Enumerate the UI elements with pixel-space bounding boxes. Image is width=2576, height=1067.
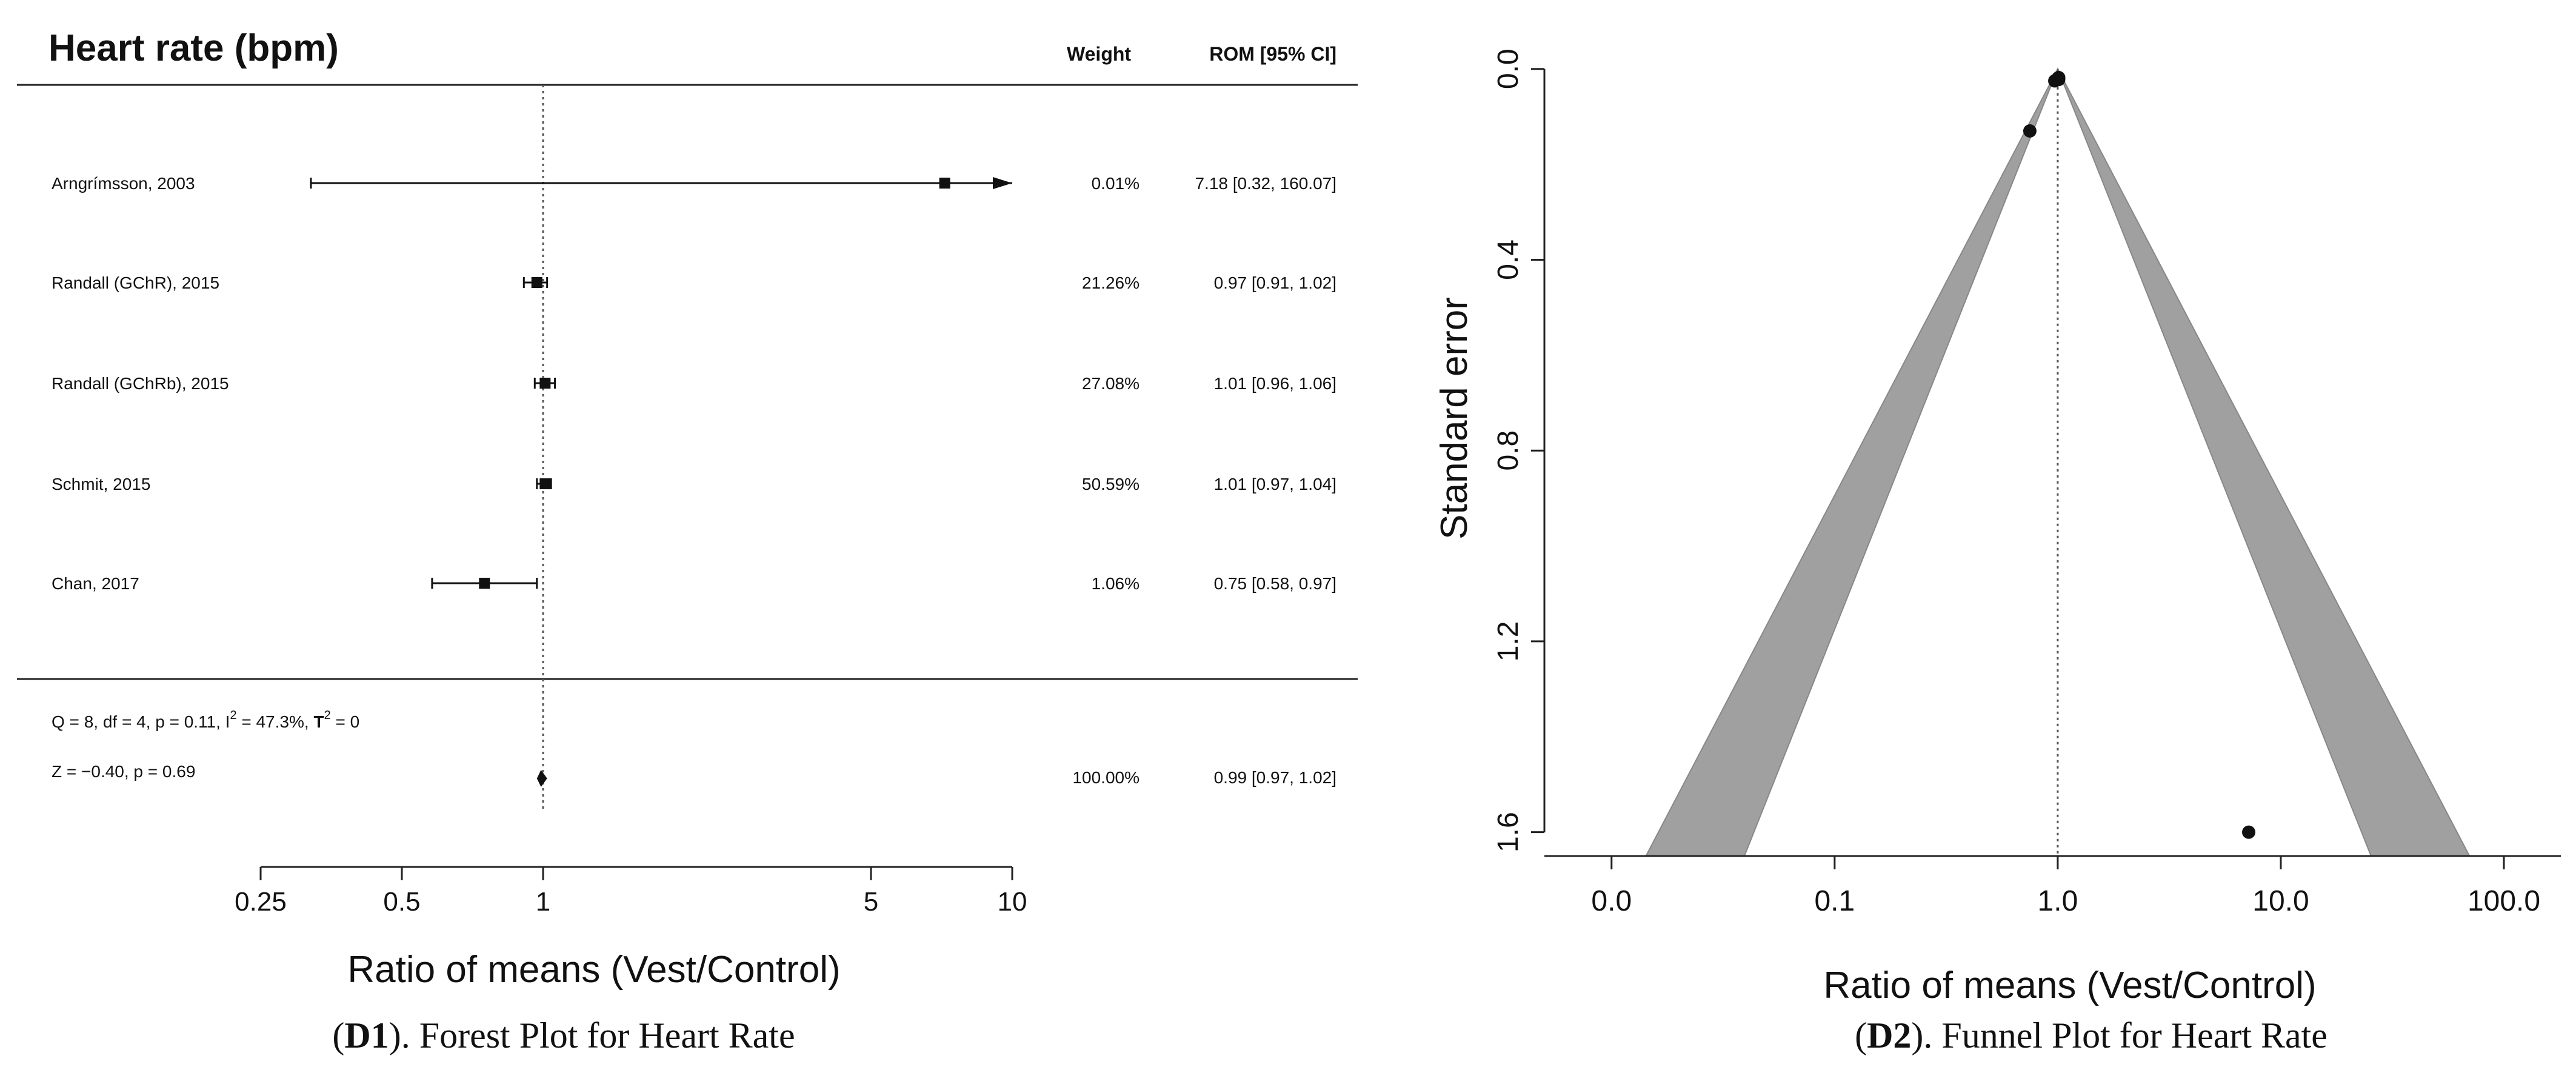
study-weight: 27.08% xyxy=(1082,374,1140,393)
study-rom: 7.18 [0.32, 160.07] xyxy=(1195,174,1336,193)
overall-rom: 0.99 [0.97, 1.02] xyxy=(1214,768,1336,787)
weight-column-header: Weight xyxy=(1067,43,1131,65)
forest-tick-label: 1 xyxy=(536,887,550,917)
funnel-points xyxy=(2023,70,2256,839)
forest-caption: (D1). Forest Plot for Heart Rate xyxy=(332,1015,795,1055)
forest-x-axis: 0.25 0.5 1 5 10 xyxy=(235,866,1027,917)
funnel-y-tick-label: 1.2 xyxy=(1492,621,1524,662)
rom-column-header: ROM [95% CI] xyxy=(1209,43,1336,65)
study-rom: 1.01 [0.96, 1.06] xyxy=(1214,374,1336,393)
study-label: Randall (GChRb), 2015 xyxy=(52,374,229,393)
overall-effect-diamond xyxy=(536,770,547,787)
study-row: Randall (GChRb), 2015 27.08% 1.01 [0.96, 1… xyxy=(52,374,1336,393)
study-row: Chan, 2017 1.06% 0.75 [0.58, 0.97] xyxy=(52,574,1336,593)
funnel-x-axis-label: Ratio of means (Vest/Control) xyxy=(1823,965,2316,1006)
study-point-estimate xyxy=(479,578,490,589)
overall-weight: 100.00% xyxy=(1072,768,1140,787)
study-label: Schmit, 2015 xyxy=(52,475,150,493)
forest-plot: Heart rate (bpm) Weight ROM [95% CI] Arn… xyxy=(17,27,1358,1055)
forest-tick-label: 10 xyxy=(998,887,1027,917)
study-weight: 1.06% xyxy=(1092,574,1140,593)
study-point-estimate xyxy=(539,378,551,389)
forest-tick-label: 5 xyxy=(864,887,878,917)
study-label: Chan, 2017 xyxy=(52,574,139,593)
study-rom: 0.75 [0.58, 0.97] xyxy=(1214,574,1336,593)
study-weight: 50.59% xyxy=(1082,475,1140,493)
ci-arrow xyxy=(993,177,1012,189)
study-label: Arngrímsson, 2003 xyxy=(52,174,195,193)
funnel-x-tick-label: 0.1 xyxy=(1814,885,1855,917)
forest-tick-label: 0.25 xyxy=(235,887,287,917)
funnel-y-tick-label: 1.6 xyxy=(1492,812,1524,852)
study-row: Randall (GChR), 2015 21.26% 0.97 [0.91, 1.… xyxy=(52,273,1336,292)
forest-rows: Arngrímsson, 2003 0.01% 7.18 [0.32, 160.07… xyxy=(52,174,1336,593)
funnel-y-tick-label: 0.4 xyxy=(1492,239,1524,280)
funnel-axes: 0.0 0.1 1.0 10.0 100.0 0.0 0.4 0.8 1.2 1.6 xyxy=(1492,48,2561,917)
funnel-point xyxy=(2052,70,2066,84)
funnel-y-tick-label: 0.8 xyxy=(1492,430,1524,471)
funnel-x-tick-label: 0.0 xyxy=(1591,885,1632,917)
study-point-estimate xyxy=(939,178,950,189)
study-label: Randall (GChR), 2015 xyxy=(52,273,219,292)
funnel-y-axis-label: Standard error xyxy=(1433,297,1475,540)
funnel-point xyxy=(2242,825,2256,839)
funnel-caption: (D2). Funnel Plot for Heart Rate xyxy=(1855,1015,2327,1055)
study-weight: 21.26% xyxy=(1082,273,1140,292)
overall-effect-test: Z = −0.40, p = 0.69 xyxy=(52,762,195,781)
study-row: Schmit, 2015 50.59% 1.01 [0.97, 1.04] xyxy=(52,475,1336,493)
funnel-x-tick-label: 100.0 xyxy=(2468,885,2540,917)
heterogeneity-statistics: Q = 8, df = 4, p = 0.11, I2 = 47.3%, T2 … xyxy=(52,709,359,731)
funnel-x-tick-label: 10.0 xyxy=(2252,885,2309,917)
study-point-estimate xyxy=(539,478,551,489)
study-row: Arngrímsson, 2003 0.01% 7.18 [0.32, 160.07… xyxy=(52,174,1336,193)
funnel-point xyxy=(2023,124,2037,138)
forest-x-axis-label: Ratio of means (Vest/Control) xyxy=(347,949,840,991)
study-weight: 0.01% xyxy=(1092,174,1140,193)
funnel-x-tick-label: 1.0 xyxy=(2038,885,2078,917)
study-rom: 0.97 [0.91, 1.02] xyxy=(1214,273,1336,292)
study-rom: 1.01 [0.97, 1.04] xyxy=(1214,475,1336,493)
funnel-y-tick-label: 0.0 xyxy=(1492,48,1524,89)
forest-tick-label: 0.5 xyxy=(383,887,420,917)
study-point-estimate xyxy=(531,277,542,288)
funnel-plot: 0.0 0.1 1.0 10.0 100.0 0.0 0.4 0.8 1.2 1.6 Ratio … xyxy=(1433,48,2561,1055)
forest-title: Heart rate (bpm) xyxy=(48,27,339,69)
